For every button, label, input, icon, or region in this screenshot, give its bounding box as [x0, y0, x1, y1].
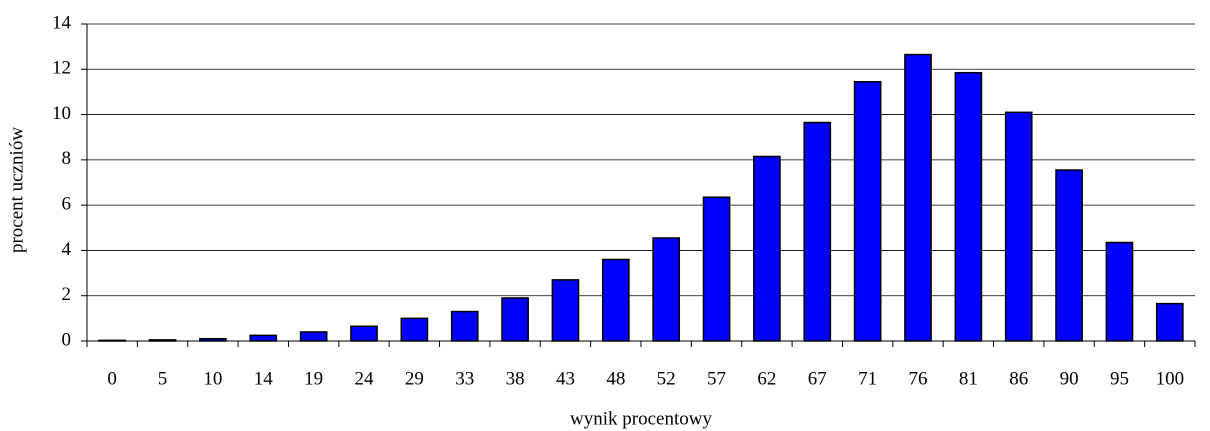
- y-tick-label: 8: [62, 148, 72, 169]
- y-axis-label: procent uczniów: [6, 127, 27, 253]
- x-axis-label: wynik procentowy: [570, 408, 712, 429]
- y-tick-label: 0: [62, 329, 72, 350]
- y-tick-label: 6: [62, 194, 72, 215]
- bar: [853, 80, 882, 342]
- x-tick-label: 10: [203, 368, 222, 389]
- bar: [601, 258, 630, 342]
- x-tick-label: 19: [304, 368, 323, 389]
- x-tick-label: 24: [355, 368, 375, 389]
- x-tick-label: 38: [506, 368, 525, 389]
- x-tick-label: 48: [606, 368, 625, 389]
- bar: [702, 196, 731, 342]
- y-tick-label: 10: [52, 103, 71, 124]
- bar: [1055, 169, 1083, 342]
- bar: [400, 317, 429, 342]
- bar: [551, 279, 580, 342]
- x-tick-label: 86: [1009, 368, 1028, 389]
- x-tick-label: 33: [455, 368, 474, 389]
- bar: [148, 339, 177, 342]
- x-tick-label: 14: [254, 368, 274, 389]
- x-tick-label: 62: [757, 368, 776, 389]
- x-tick-label: 76: [909, 368, 928, 389]
- bar: [753, 155, 781, 342]
- y-tick-label: 2: [62, 284, 72, 305]
- x-tick-label: 67: [808, 368, 827, 389]
- bar: [450, 310, 479, 342]
- x-tick-label: 52: [657, 368, 676, 389]
- bar: [803, 121, 832, 342]
- y-tick-label: 12: [52, 58, 71, 79]
- y-tick-label: 14: [52, 12, 72, 33]
- x-tick-label: 95: [1110, 368, 1129, 389]
- y-tick-label: 4: [62, 239, 72, 260]
- bar: [299, 331, 328, 342]
- x-tick-label: 71: [858, 368, 877, 389]
- bar: [1004, 111, 1033, 342]
- x-tick-label: 57: [707, 368, 726, 389]
- bar: [954, 71, 983, 342]
- x-tick-label: 100: [1156, 368, 1185, 389]
- bar: [98, 339, 127, 342]
- bar: [249, 334, 278, 342]
- bar: [1105, 241, 1134, 342]
- x-tick-label: 29: [405, 368, 424, 389]
- x-tick-label: 0: [107, 368, 117, 389]
- bar: [652, 237, 681, 342]
- bar: [1155, 302, 1184, 342]
- bar: [904, 53, 932, 342]
- x-tick-label: 81: [959, 368, 978, 389]
- bar: [350, 325, 378, 342]
- bar: [501, 297, 529, 342]
- x-tick-label: 5: [158, 368, 168, 389]
- x-tick-label: 90: [1060, 368, 1079, 389]
- bar: [199, 337, 227, 342]
- x-tick-label: 43: [556, 368, 575, 389]
